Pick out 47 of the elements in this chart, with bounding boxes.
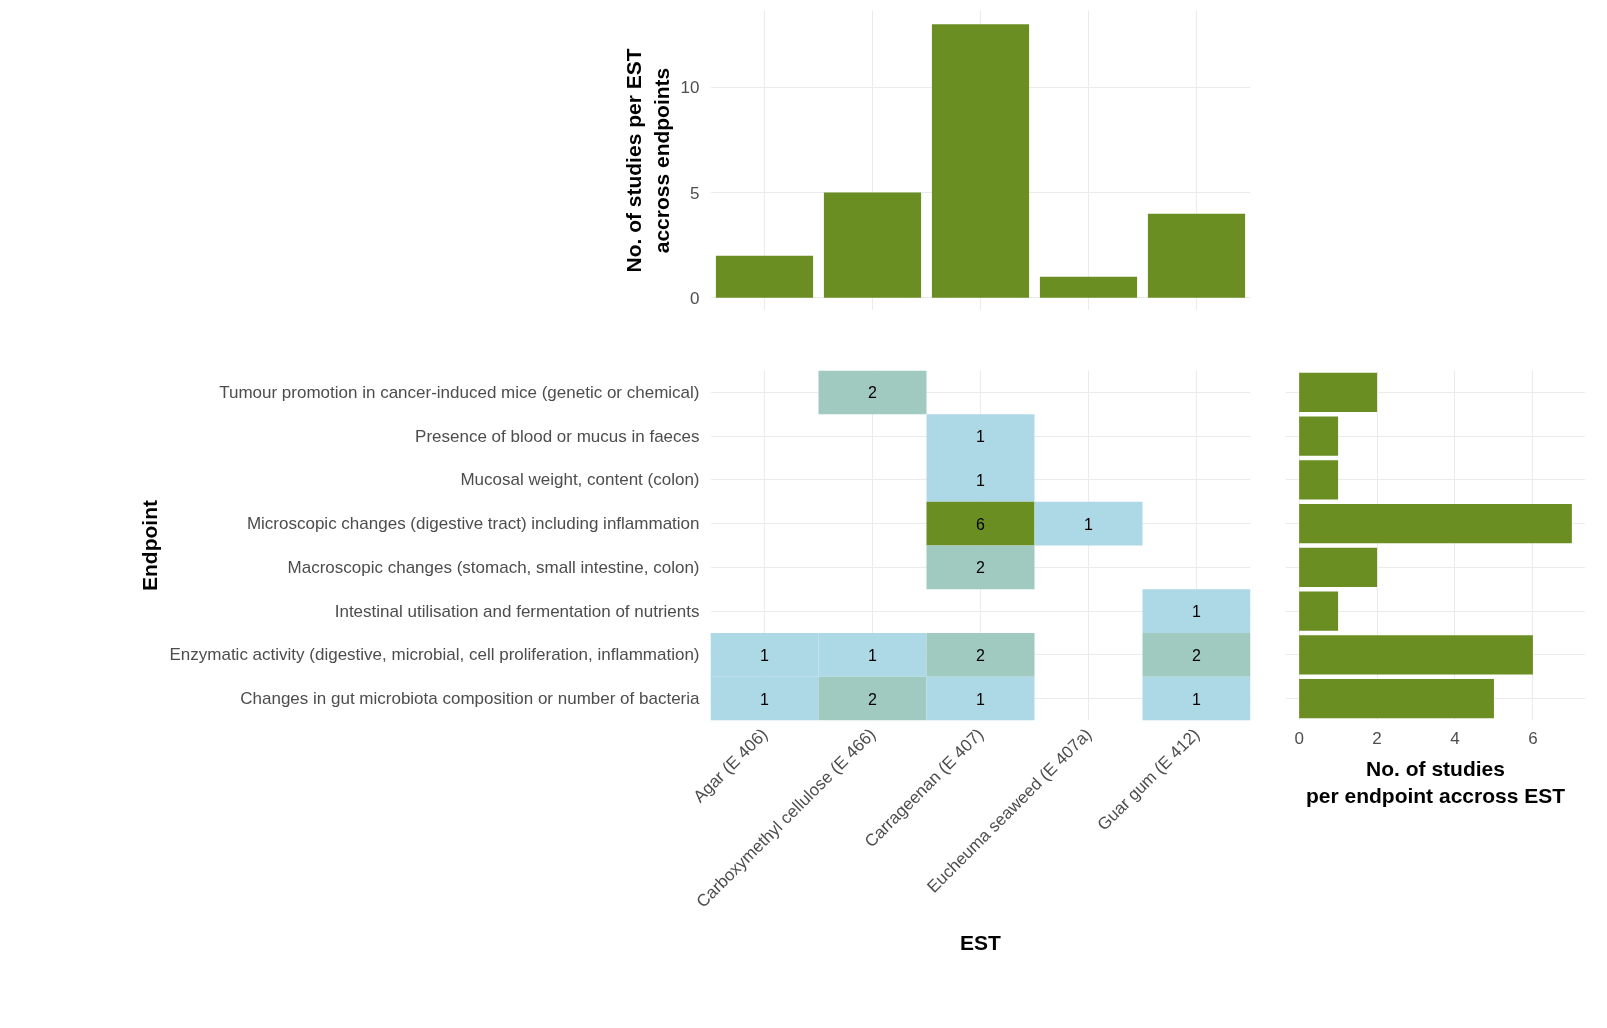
y-tick-label: Mucosal weight, content (colon) — [460, 470, 700, 490]
y-tick-label: Tumour promotion in cancer-induced mice (genetic or chemical) — [219, 382, 700, 402]
y-tick-label: Macroscopic changes (stomach, small intestine, colon) — [287, 557, 700, 577]
y-tick-label: Microscopic changes (digestive tract) including inflammation — [246, 514, 700, 534]
bar — [715, 255, 814, 298]
data-label: 1 — [976, 690, 986, 708]
data-label: 2 — [868, 384, 878, 402]
data-label: 1 — [868, 646, 878, 664]
bar — [931, 24, 1030, 298]
data-label: 2 — [1192, 646, 1202, 664]
x-tick-label: 2 — [1372, 728, 1382, 748]
x-tick-label: 4 — [1450, 728, 1460, 748]
data-label: 1 — [976, 428, 986, 446]
x-tick-label: 0 — [1294, 728, 1304, 748]
bar — [823, 192, 922, 298]
data-label: 2 — [868, 690, 878, 708]
bar — [1299, 503, 1572, 544]
bar — [1299, 416, 1339, 456]
data-label: 1 — [1192, 690, 1202, 708]
data-label: 1 — [1192, 603, 1202, 621]
bar — [1299, 372, 1378, 413]
y-tick-label: Presence of blood or mucus in faeces — [415, 426, 700, 446]
y-tick-label: 0 — [690, 288, 700, 308]
bar — [1147, 213, 1246, 298]
data-label: 2 — [976, 559, 986, 577]
data-label: 2 — [976, 646, 986, 664]
y-tick-label: 5 — [690, 183, 700, 203]
data-label: 1 — [760, 690, 770, 708]
y-axis-title: No. of studies per EST accross endpoints — [621, 48, 673, 273]
y-tick-label: Enzymatic activity (digestive, microbial, cell proliferation, inflammation) — [169, 645, 700, 665]
bar — [1299, 635, 1533, 675]
x-axis-title: No. of studies per endpoint accross EST — [1305, 756, 1566, 808]
bar — [1299, 591, 1339, 631]
data-label: 1 — [1084, 515, 1094, 533]
y-tick-label: Changes in gut microbiota composition or number of bacteria — [240, 689, 701, 709]
data-label: 6 — [976, 515, 986, 533]
y-tick-label: 10 — [680, 78, 700, 98]
x-axis-title: EST — [960, 930, 1002, 954]
x-tick-label: 6 — [1528, 728, 1538, 748]
data-label: 1 — [976, 471, 986, 489]
data-label: 1 — [760, 646, 770, 664]
bar — [1299, 678, 1494, 719]
y-tick-label: Intestinal utilisation and fermentation of nutrients — [334, 601, 700, 621]
bar — [1299, 547, 1378, 588]
y-axis-title: Endpoint — [138, 500, 162, 591]
bar — [1299, 460, 1339, 500]
bar — [1039, 276, 1138, 298]
